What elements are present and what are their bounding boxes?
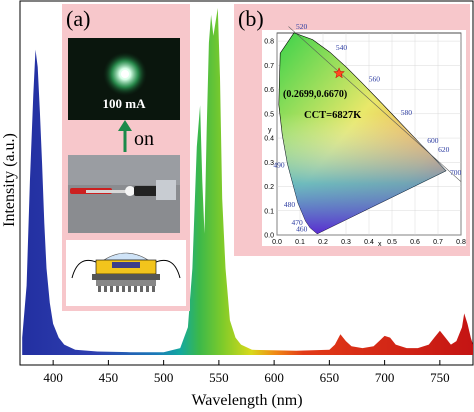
inset-a: (a) 100 mA on: [62, 4, 190, 311]
cie-x-tick-label: 0.4: [364, 239, 374, 246]
cie-wavelength-label: 700: [450, 168, 462, 177]
cie-wavelength-label: 560: [369, 75, 381, 84]
cie-wavelength-label: 600: [427, 136, 439, 145]
cie-wavelength-label: 540: [336, 43, 348, 52]
cie-x-tick-label: 0.3: [341, 239, 351, 246]
plot-frame: [19, 0, 474, 366]
cie-x-tick-label: 0.2: [318, 239, 328, 246]
cie-wavelength-label: 460: [296, 225, 308, 234]
x-tick-label: 450: [99, 370, 119, 385]
cie-wavelength-label: 480: [284, 200, 296, 209]
cie-wavelength-label: 520: [296, 22, 308, 31]
x-tick-label: 400: [43, 370, 63, 385]
cie-wavelength-label: 470: [292, 218, 304, 227]
cie-y-tick-label: 0.5: [264, 111, 274, 118]
cie-x-tick-label: 0.8: [456, 239, 466, 246]
cie-y-tick-label: 0.0: [264, 233, 274, 240]
x-axis-ticks: 400 450 500 550 600 650 700 750: [43, 360, 450, 385]
on-label: on: [134, 128, 154, 150]
substrate: [92, 274, 160, 280]
chip: [112, 262, 140, 268]
black-clip: [134, 186, 162, 196]
x-tick-label: 750: [430, 370, 450, 385]
led-chip: [125, 186, 135, 196]
cie-y-tick-label: 0.1: [264, 208, 274, 215]
cie-y-tick-label: 0.2: [264, 184, 274, 191]
cie-y-tick-label: 0.8: [264, 39, 274, 46]
cie-x-tick-label: 0.6: [410, 239, 420, 246]
x-tick-label: 650: [320, 370, 340, 385]
cie-x-axis-label: x: [378, 241, 382, 248]
cct-label: CCT=6827K: [304, 110, 362, 121]
x-axis-label: Wavelength (nm): [191, 392, 302, 409]
cie-y-tick-label: 0.3: [264, 160, 274, 167]
chromaticity-point-star-icon: [333, 67, 345, 79]
cie-wavelength-label: 490: [273, 160, 285, 169]
x-tick-label: 500: [154, 370, 174, 385]
cie-x-tick-label: 0.1: [295, 239, 305, 246]
cie-y-tick-label: 0.4: [264, 136, 274, 143]
inset-a-label: (a): [66, 6, 90, 31]
heat-sink: [96, 280, 156, 292]
current-label: 100 mA: [103, 96, 147, 111]
cie-y-tick-label: 0.6: [264, 87, 274, 94]
y-axis-label: Intensity (a.u.): [1, 133, 18, 227]
cie-x-tick-label: 0.5: [387, 239, 397, 246]
inset-b-label: (b): [238, 6, 264, 31]
led-core: [121, 70, 129, 78]
cie-ticks: 0.0 0.1 0.2 0.3 0.4 0.5 0.6 0.7 0.8 0.0 0.1 0.2 0.3 0…: [264, 39, 466, 246]
arrow-up-icon: [118, 120, 132, 131]
cie-planckian-line: [288, 26, 462, 182]
cie-wavelength-label: 620: [438, 145, 450, 154]
cie-horseshoe-shading: [278, 32, 446, 234]
cie-wavelength-label: 580: [401, 108, 413, 117]
cie-y-tick-label: 0.7: [264, 63, 274, 70]
coordinate-label: (0.2699,0.6670): [283, 89, 347, 100]
x-tick-label: 700: [375, 370, 395, 385]
cie-y-axis-label: y: [268, 127, 272, 134]
inset-b: (b) 0.0 0.1 0.2 0.3 0.4 0.5 0.6 0.7 0.8 0.0 0.1 0.2…: [234, 4, 470, 256]
x-tick-label: 600: [264, 370, 284, 385]
cie-x-tick-label: 0.7: [433, 239, 443, 246]
x-tick-label: 550: [209, 370, 229, 385]
cie-x-tick-label: 0.0: [272, 239, 282, 246]
